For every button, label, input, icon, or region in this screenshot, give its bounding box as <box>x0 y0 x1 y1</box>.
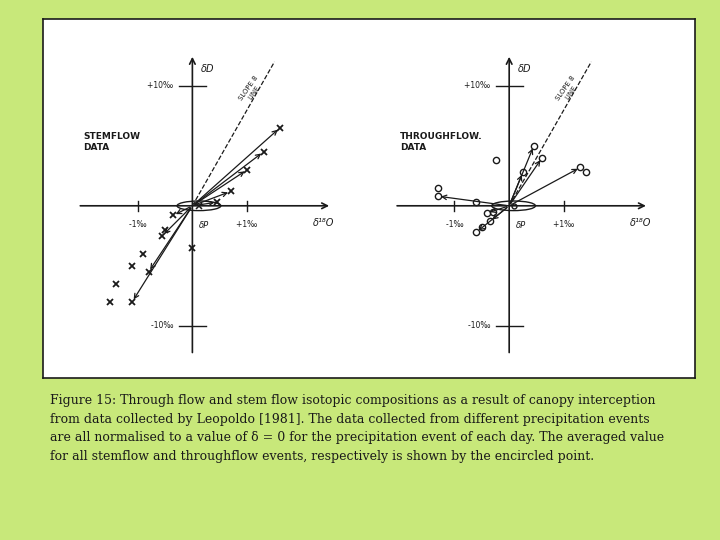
Text: +10‰⁠⁠: +10‰⁠⁠ <box>464 82 490 90</box>
Text: δD: δD <box>201 64 214 74</box>
Text: δP: δP <box>199 221 209 231</box>
Text: δ¹⁸O: δ¹⁸O <box>629 218 651 228</box>
Text: δD: δD <box>518 64 531 74</box>
Text: SLOPE 8
LINE: SLOPE 8 LINE <box>554 75 582 106</box>
Text: -1‰⁠⁠: -1‰⁠⁠ <box>446 220 463 229</box>
Text: +10‰⁠⁠: +10‰⁠⁠ <box>147 82 174 90</box>
Text: -10‰⁠⁠: -10‰⁠⁠ <box>467 321 490 330</box>
Text: THROUGHFLOW.
DATA: THROUGHFLOW. DATA <box>400 132 482 152</box>
Text: δ¹⁸O: δ¹⁸O <box>312 218 334 228</box>
Text: Figure 15: Through flow and stem flow isotopic compositions as a result of canop: Figure 15: Through flow and stem flow is… <box>50 394 665 463</box>
Text: δP: δP <box>516 221 526 231</box>
Text: -10‰⁠⁠: -10‰⁠⁠ <box>150 321 174 330</box>
Text: STEMFLOW
DATA: STEMFLOW DATA <box>83 132 140 152</box>
Text: SLOPE 8
LINE: SLOPE 8 LINE <box>238 75 265 106</box>
Text: -1‰⁠⁠: -1‰⁠⁠ <box>129 220 146 229</box>
Text: +1‰⁠⁠: +1‰⁠⁠ <box>553 220 575 229</box>
Text: +1‰⁠⁠: +1‰⁠⁠ <box>236 220 258 229</box>
